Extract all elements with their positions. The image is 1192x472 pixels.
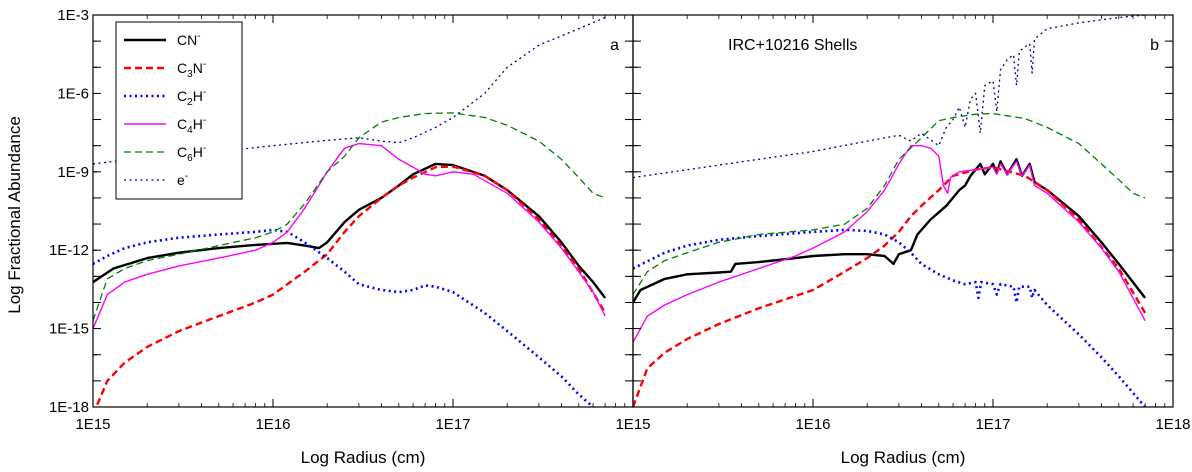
legend-label-C3N: C3N-: [177, 59, 206, 80]
y-tick-label: 1E-6: [57, 85, 89, 102]
x-axis-title: Log Radius (cm): [841, 448, 966, 467]
y-tick-label: 1E-15: [49, 321, 89, 338]
y-tick-label: 1E-9: [57, 164, 89, 181]
x-tick-label: 1E18: [1155, 416, 1190, 433]
panel-letter: b: [1150, 37, 1159, 54]
series-C4H-line: [633, 145, 1146, 343]
series-C3N-line: [95, 165, 607, 407]
series-e-line: [633, 15, 1146, 179]
panel-letter: a: [610, 37, 619, 54]
x-tick-label: 1E16: [255, 416, 290, 433]
series-e-line: [93, 16, 606, 165]
y-tick-label: 1E-3: [57, 7, 89, 24]
panel-a: 1E15 1E16 1E17 1E-18 1E-15 1E-12 1E-9 1E-6 1E-3 L…: [49, 7, 634, 467]
series-C3N-line: [633, 166, 1147, 407]
series-C6H-line: [633, 112, 1146, 295]
legend-label-C2H: C2H-: [177, 87, 206, 108]
x-tick-label: 1E17: [975, 416, 1010, 433]
x-tick-label: 1E16: [795, 416, 830, 433]
x-axis-title: Log Radius (cm): [301, 448, 426, 467]
legend: CN- C3N- C2H- C4H- C6H-e-: [115, 21, 243, 200]
y-tick-label: 1E-12: [49, 242, 89, 259]
y-tick-label: 1E-18: [49, 399, 89, 416]
plot-frame: [632, 14, 1174, 408]
series-C6H-line: [93, 112, 606, 321]
x-tick-label: 1E15: [615, 416, 650, 433]
y-axis-title: Log Fractional Abundance: [5, 116, 24, 314]
series-C4H-line: [93, 142, 606, 329]
x-tick-label: 1E17: [435, 416, 470, 433]
series-C2H-line: [93, 228, 594, 407]
legend-label-CN: CN-: [177, 31, 201, 48]
legend-box: [115, 21, 243, 200]
panel-b: 1E15 1E16 1E17 1E18 Log Radius (cm) b IRC+1021…: [615, 14, 1191, 467]
x-tick-label: 1E15: [75, 416, 110, 433]
legend-label-C4H: C4H-: [177, 115, 206, 136]
legend-label-C6H: C6H-: [177, 143, 206, 164]
panel-annotation: IRC+10216 Shells: [728, 37, 857, 54]
legend-label-e: e-: [177, 171, 188, 188]
series-CN-line: [93, 162, 607, 299]
series-C2H-line: [633, 228, 1147, 407]
